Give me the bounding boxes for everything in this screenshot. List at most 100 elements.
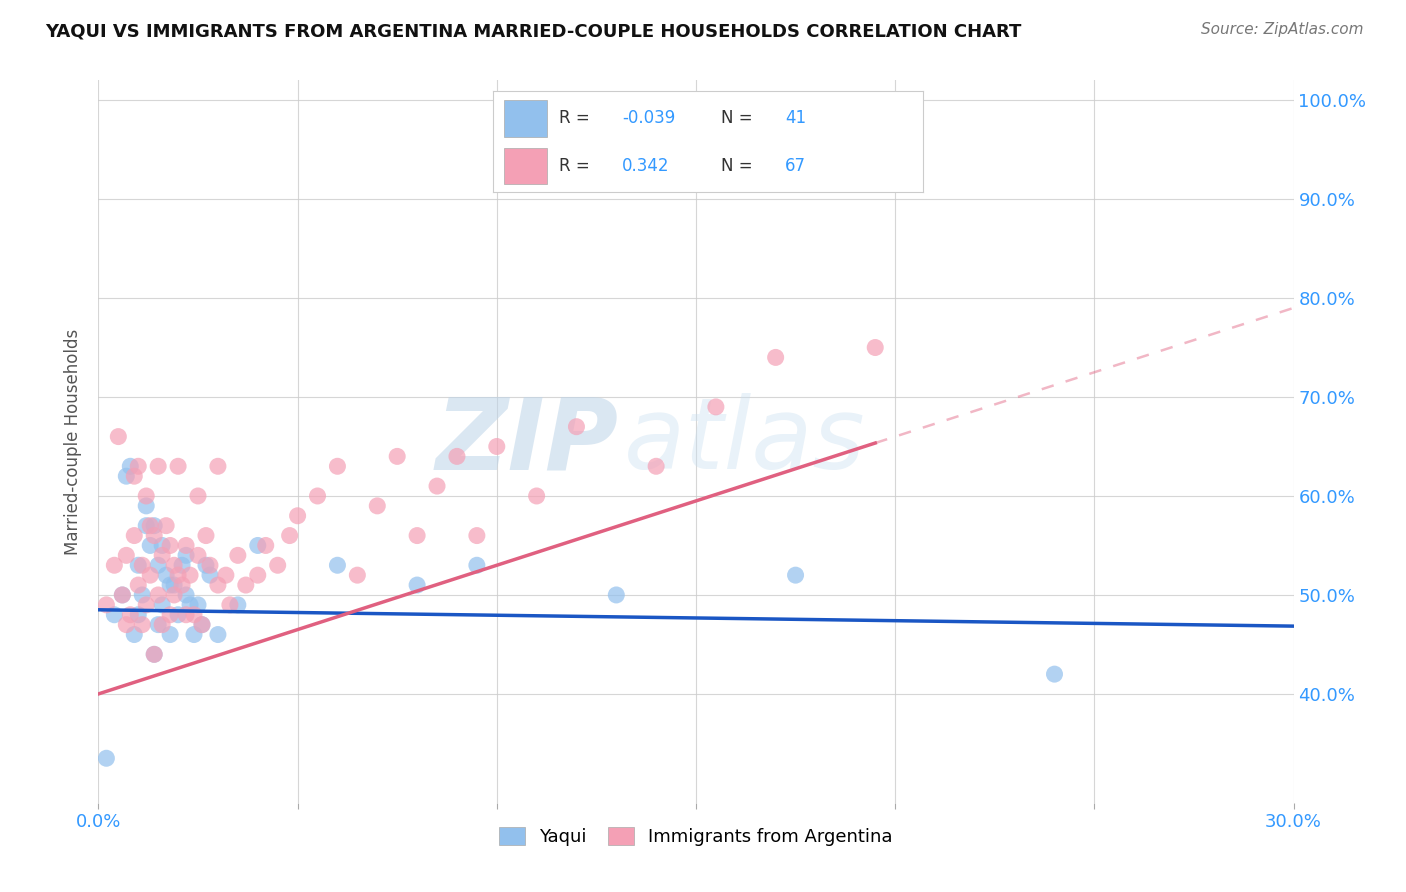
Point: [167, 607, 190, 622]
Point: [485, 440, 508, 454]
Text: YAQUI VS IMMIGRANTS FROM ARGENTINA MARRIED-COUPLE HOUSEHOLDS CORRELATION CHART: YAQUI VS IMMIGRANTS FROM ARGENTINA MARRI…: [45, 22, 1021, 40]
Point: [150, 539, 173, 553]
Point: [287, 508, 309, 523]
Point: [96, 751, 118, 765]
Point: [174, 607, 197, 622]
Point: [135, 489, 157, 503]
Point: [191, 617, 214, 632]
Point: [159, 627, 181, 641]
Point: [111, 588, 134, 602]
Point: [326, 459, 349, 474]
Point: [172, 578, 194, 592]
Point: [124, 627, 146, 641]
Point: [127, 558, 149, 573]
Point: [426, 479, 449, 493]
Point: [143, 648, 166, 662]
Point: [150, 549, 173, 563]
Point: [326, 558, 349, 573]
Point: [278, 528, 301, 542]
Point: [107, 429, 129, 443]
Point: [159, 539, 181, 553]
Point: [148, 558, 170, 573]
Point: [207, 627, 229, 641]
Point: [167, 568, 190, 582]
Point: [120, 607, 142, 622]
Point: [226, 549, 249, 563]
Point: [465, 528, 488, 542]
Point: [195, 558, 218, 573]
Legend: Yaqui, Immigrants from Argentina: Yaqui, Immigrants from Argentina: [491, 818, 901, 855]
Point: [187, 489, 209, 503]
Point: [865, 341, 887, 355]
Point: [111, 588, 134, 602]
Point: [191, 617, 214, 632]
Point: [159, 607, 181, 622]
Point: [346, 568, 368, 582]
Point: [131, 588, 153, 602]
Point: [139, 568, 162, 582]
Point: [148, 588, 170, 602]
Point: [131, 617, 153, 632]
Point: [139, 539, 162, 553]
Point: [115, 469, 138, 483]
Point: [124, 469, 146, 483]
Point: [127, 607, 149, 622]
Point: [187, 549, 209, 563]
Point: [198, 568, 221, 582]
Point: [465, 558, 488, 573]
Text: ZIP: ZIP: [436, 393, 619, 490]
Point: [198, 558, 221, 573]
Point: [163, 558, 186, 573]
Point: [159, 578, 181, 592]
Point: [246, 568, 269, 582]
Point: [135, 518, 157, 533]
Point: [246, 539, 269, 553]
Point: [179, 598, 201, 612]
Point: [155, 518, 177, 533]
Point: [155, 568, 177, 582]
Point: [195, 528, 218, 542]
Point: [785, 568, 807, 582]
Point: [645, 459, 668, 474]
Point: [143, 518, 166, 533]
Point: [96, 598, 118, 612]
Point: [1043, 667, 1066, 681]
Point: [135, 598, 157, 612]
Point: [163, 588, 186, 602]
Point: [150, 598, 173, 612]
Point: [143, 528, 166, 542]
Point: [565, 419, 588, 434]
Point: [385, 450, 409, 464]
Point: [183, 627, 205, 641]
Point: [215, 568, 238, 582]
Point: [150, 617, 173, 632]
Point: [207, 459, 229, 474]
Point: [148, 459, 170, 474]
Point: [174, 588, 197, 602]
Point: [103, 607, 125, 622]
Point: [148, 617, 170, 632]
Point: [235, 578, 257, 592]
Point: [406, 578, 429, 592]
Point: [254, 539, 277, 553]
Point: [179, 568, 201, 582]
Point: [406, 528, 429, 542]
Point: [115, 549, 138, 563]
Point: [366, 499, 388, 513]
Point: [120, 459, 142, 474]
Point: [131, 558, 153, 573]
Point: [704, 400, 727, 414]
Point: [183, 607, 205, 622]
Point: [526, 489, 548, 503]
Point: [143, 648, 166, 662]
Point: [167, 459, 190, 474]
Point: [174, 539, 197, 553]
Point: [139, 518, 162, 533]
Point: [103, 558, 125, 573]
Point: [605, 588, 627, 602]
Point: [207, 578, 229, 592]
Text: atlas: atlas: [624, 393, 866, 490]
Point: [307, 489, 329, 503]
Y-axis label: Married-couple Households: Married-couple Households: [65, 328, 83, 555]
Point: [172, 558, 194, 573]
